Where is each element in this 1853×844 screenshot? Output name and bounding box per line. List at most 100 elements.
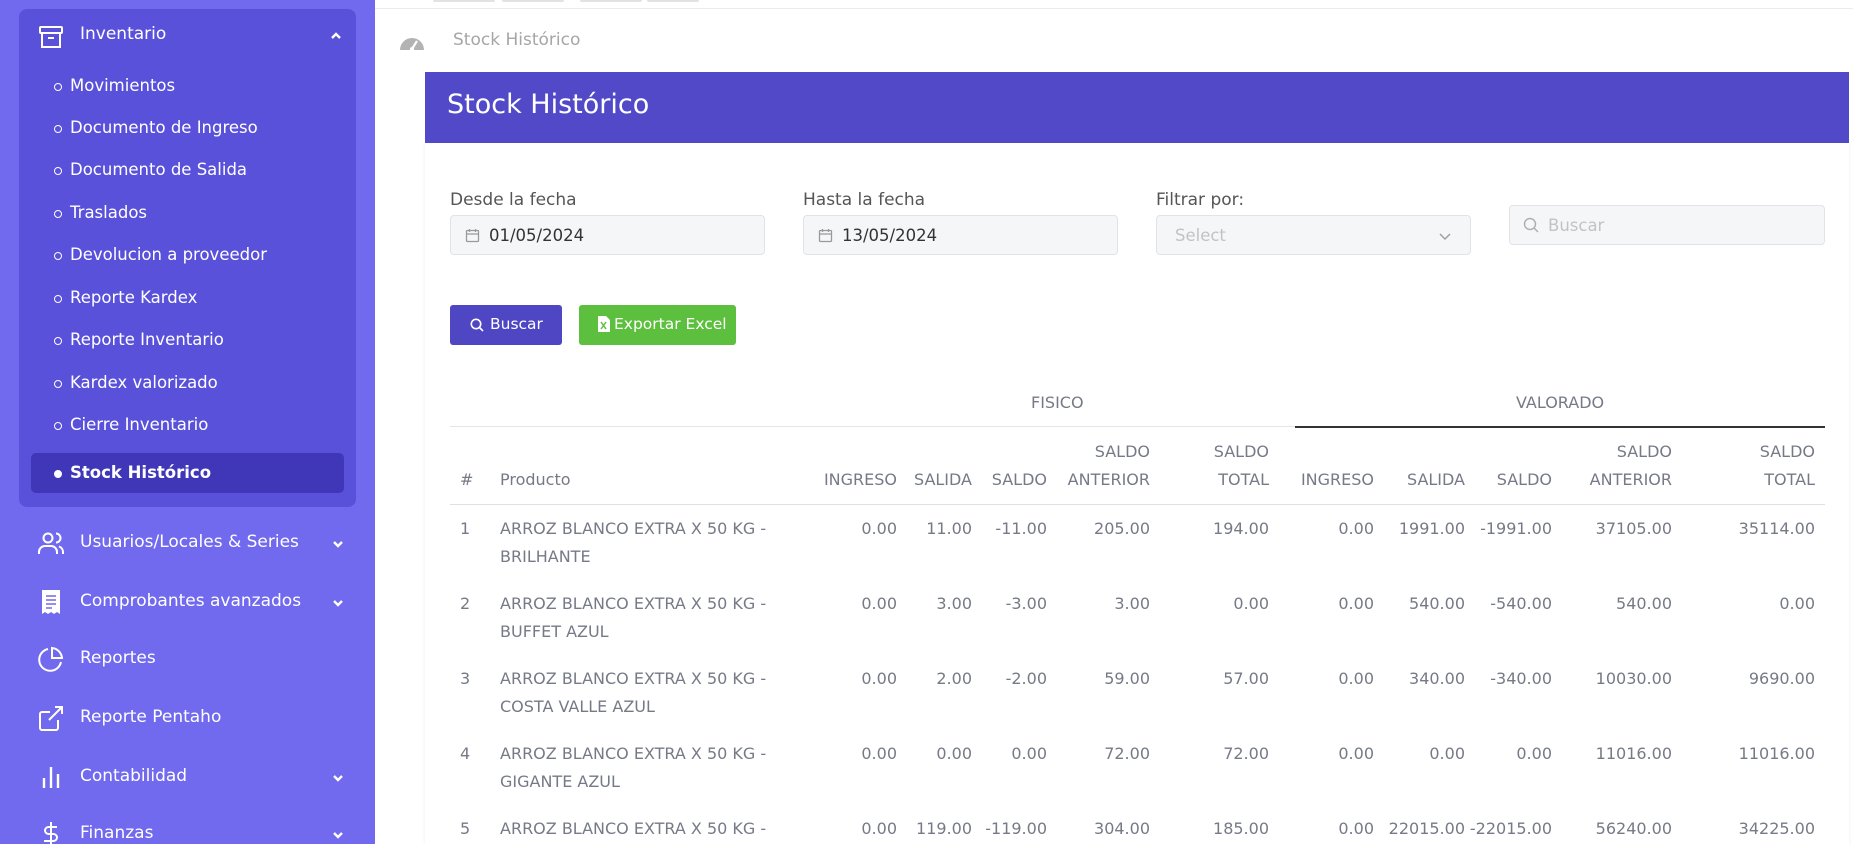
sidebar-item-stock-historico[interactable]: Stock Histórico	[31, 453, 344, 493]
sidebar-item-inventario[interactable]: Inventario	[19, 9, 356, 61]
search-input[interactable]: Buscar	[1509, 205, 1825, 245]
bullet-icon	[54, 252, 62, 260]
sidebar-item-label: Reporte Pentaho	[80, 707, 222, 727]
sidebar: Inventario Movimientos Documento de Ingr…	[0, 0, 375, 844]
sidebar-item-label: Reporte Inventario	[70, 330, 224, 349]
exportar-excel-label: Exportar Excel	[614, 315, 727, 333]
filtrar-select[interactable]: Select	[1156, 215, 1471, 255]
top-tab[interactable]	[433, 0, 495, 2]
cell-valorado-saldo-total: 0.00	[1779, 594, 1815, 613]
calendar-icon	[818, 229, 833, 243]
cell-fisico-salida: 3.00	[936, 594, 972, 613]
calendar-icon	[465, 229, 480, 243]
sidebar-item-label: Contabilidad	[80, 766, 188, 786]
divider	[1295, 426, 1825, 428]
sidebar-item-contabilidad[interactable]: Contabilidad	[19, 751, 356, 803]
cell-valorado-saldo-anterior: 56240.00	[1595, 819, 1672, 838]
column-header-saldo-anterior: SALDO ANTERIOR	[1068, 438, 1150, 494]
sidebar-item-finanzas[interactable]: Finanzas	[19, 808, 356, 844]
sidebar-item-label: Kardex valorizado	[70, 373, 218, 392]
cell-num: 2	[460, 594, 471, 613]
column-header-salida-valorado: SALIDA	[1406, 470, 1465, 489]
desde-label: Desde la fecha	[450, 190, 577, 210]
column-header-saldo: SALDO	[991, 470, 1047, 489]
cell-num: 4	[460, 744, 471, 763]
buscar-button[interactable]: Buscar	[450, 305, 562, 345]
column-header-salida: SALIDA	[913, 470, 972, 489]
sidebar-item-documento-ingreso[interactable]: Documento de Ingreso	[31, 108, 344, 148]
sidebar-item-reporte-kardex[interactable]: Reporte Kardex	[31, 278, 344, 318]
bullet-icon	[54, 470, 62, 478]
chevron-down-icon	[1439, 233, 1451, 241]
cell-num: 1	[460, 519, 471, 538]
sidebar-item-kardex-valorizado[interactable]: Kardex valorizado	[31, 363, 344, 403]
users-icon	[38, 532, 64, 554]
cell-fisico-saldo: -3.00	[1005, 594, 1047, 613]
page-title: Stock Histórico	[447, 89, 650, 120]
cell-fisico-saldo-total: 194.00	[1213, 519, 1269, 538]
cell-valorado-ingreso: 0.00	[1338, 519, 1374, 538]
header-line: ANTERIOR	[1067, 470, 1150, 489]
column-header-ingreso-valorado: INGRESO	[1300, 470, 1374, 489]
top-tab[interactable]	[580, 0, 642, 2]
cell-fisico-saldo-anterior: 72.00	[1104, 744, 1150, 763]
cell-valorado-salida: 340.00	[1409, 669, 1465, 688]
cell-fisico-saldo: 0.00	[1011, 744, 1047, 763]
chevron-down-icon	[333, 600, 343, 607]
top-tab[interactable]	[647, 0, 699, 2]
sidebar-item-comprobantes[interactable]: Comprobantes avanzados	[19, 576, 356, 628]
select-placeholder: Select	[1175, 226, 1226, 245]
sidebar-item-cierre-inventario[interactable]: Cierre Inventario	[31, 405, 344, 445]
search-icon	[1523, 217, 1539, 233]
cell-valorado-salida: 22015.00	[1388, 819, 1465, 838]
breadcrumb: Stock Histórico	[375, 10, 1853, 72]
column-header-ingreso: INGRESO	[823, 470, 897, 489]
bullet-icon	[54, 83, 62, 91]
cell-num: 5	[460, 819, 471, 838]
sidebar-item-documento-salida[interactable]: Documento de Salida	[31, 150, 344, 190]
sidebar-item-reporte-pentaho[interactable]: Reporte Pentaho	[19, 692, 356, 744]
hasta-date-input[interactable]: 13/05/2024	[803, 215, 1118, 255]
chevron-up-icon	[331, 32, 341, 39]
cell-valorado-saldo: -540.00	[1490, 594, 1552, 613]
cell-fisico-ingreso: 0.00	[861, 519, 897, 538]
desde-date-input[interactable]: 01/05/2024	[450, 215, 765, 255]
search-placeholder: Buscar	[1548, 216, 1605, 235]
cell-fisico-saldo: -11.00	[995, 519, 1047, 538]
sidebar-item-label: Movimientos	[70, 76, 176, 95]
sidebar-item-reporte-inventario[interactable]: Reporte Inventario	[31, 320, 344, 360]
sidebar-item-label: Stock Histórico	[70, 463, 212, 482]
cell-fisico-saldo-anterior: 205.00	[1094, 519, 1150, 538]
bullet-icon	[54, 380, 62, 388]
cell-num: 3	[460, 669, 471, 688]
cell-fisico-saldo: -119.00	[985, 819, 1047, 838]
cell-fisico-saldo-anterior: 59.00	[1104, 669, 1150, 688]
cell-valorado-saldo-anterior: 10030.00	[1595, 669, 1672, 688]
cell-valorado-ingreso: 0.00	[1338, 594, 1374, 613]
sidebar-item-devolucion-proveedor[interactable]: Devolucion a proveedor	[31, 235, 344, 275]
divider	[450, 426, 1295, 427]
cell-fisico-saldo-total: 72.00	[1223, 744, 1269, 763]
top-tab[interactable]	[502, 0, 564, 2]
sidebar-item-label: Finanzas	[80, 823, 154, 843]
dashboard-gauge-icon	[400, 38, 424, 51]
cell-fisico-salida: 11.00	[926, 519, 972, 538]
sidebar-item-label: Reporte Kardex	[70, 288, 198, 307]
sidebar-item-usuarios[interactable]: Usuarios/Locales & Series	[19, 517, 356, 569]
column-header-num: #	[460, 470, 474, 489]
cell-valorado-saldo-anterior: 11016.00	[1595, 744, 1672, 763]
cell-valorado-saldo: -340.00	[1490, 669, 1552, 688]
sidebar-item-traslados[interactable]: Traslados	[31, 193, 344, 233]
breadcrumb-current: Stock Histórico	[453, 30, 581, 50]
sidebar-item-label: Comprobantes avanzados	[80, 591, 302, 611]
sidebar-item-reportes[interactable]: Reportes	[19, 633, 356, 685]
cell-valorado-saldo: -22015.00	[1469, 819, 1552, 838]
cell-valorado-ingreso: 0.00	[1338, 744, 1374, 763]
sidebar-item-movimientos[interactable]: Movimientos	[31, 66, 344, 106]
cell-fisico-saldo-total: 185.00	[1213, 819, 1269, 838]
search-icon	[470, 318, 484, 332]
cell-fisico-ingreso: 0.00	[861, 669, 897, 688]
exportar-excel-button[interactable]: Exportar Excel	[579, 305, 736, 345]
cell-fisico-ingreso: 0.00	[861, 819, 897, 838]
excel-file-icon	[598, 316, 610, 332]
